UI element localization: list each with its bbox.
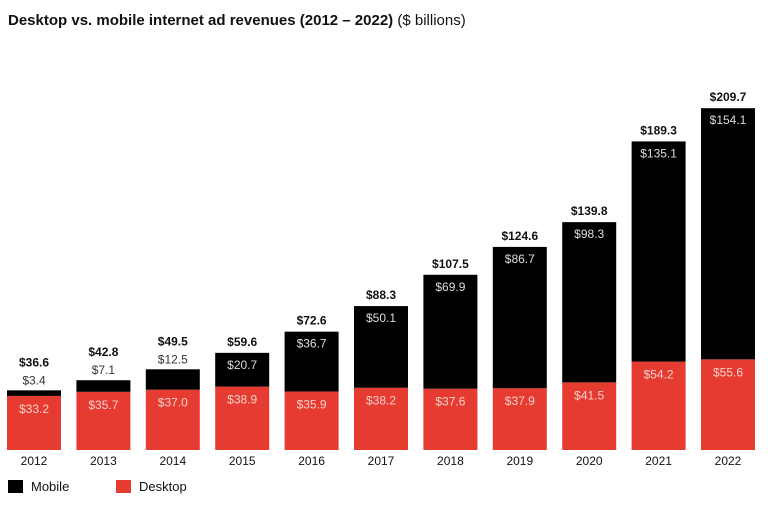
bar-desktop	[631, 361, 686, 450]
legend-desktop: Desktop	[116, 479, 187, 494]
x-tick-label: 2020	[576, 454, 603, 468]
data-label-desktop: $33.2	[19, 402, 49, 416]
bar-mobile	[284, 331, 339, 392]
data-label-mobile: $3.4	[22, 373, 46, 387]
data-label-total: $49.5	[158, 334, 188, 348]
legend-swatch-desktop	[116, 480, 131, 493]
x-tick-label: 2019	[506, 454, 533, 468]
bar-mobile	[215, 352, 270, 387]
data-label-total: $88.3	[366, 288, 396, 302]
data-label-total: $59.6	[227, 335, 257, 349]
data-label-mobile: $20.7	[227, 358, 257, 372]
bar-desktop	[76, 391, 131, 450]
data-label-desktop: $35.9	[297, 397, 327, 411]
bar-mobile	[562, 222, 617, 383]
bar-mobile	[423, 274, 478, 389]
bar-desktop	[7, 395, 61, 450]
bar-mobile	[631, 141, 686, 362]
x-tick-label: 2017	[368, 454, 395, 468]
x-tick-label: 2014	[159, 454, 186, 468]
data-label-total: $72.6	[297, 314, 327, 328]
data-label-mobile: $69.9	[435, 280, 465, 294]
legend-label: Mobile	[31, 479, 70, 494]
data-label-total: $107.5	[432, 257, 469, 271]
bar-mobile	[76, 380, 131, 392]
data-label-mobile: $36.7	[297, 337, 327, 351]
bar-desktop	[284, 391, 339, 450]
data-label-desktop: $35.7	[88, 398, 118, 412]
x-tick-label: 2018	[437, 454, 464, 468]
data-label-mobile: $135.1	[640, 146, 677, 160]
bar-desktop	[423, 388, 478, 450]
data-label-total: $189.3	[640, 123, 677, 137]
x-tick-label: 2016	[298, 454, 325, 468]
bar-desktop	[354, 387, 408, 450]
data-label-mobile: $7.1	[92, 363, 116, 377]
legend-mobile: Mobile	[8, 479, 69, 494]
data-label-total: $209.7	[710, 90, 747, 104]
bar-desktop	[492, 388, 547, 450]
data-label-mobile: $86.7	[505, 252, 535, 266]
data-label-desktop: $37.6	[435, 395, 465, 409]
data-label-total: $124.6	[501, 229, 538, 243]
bar-desktop	[562, 382, 617, 450]
legend-label: Desktop	[139, 479, 187, 494]
x-tick-label: 2021	[645, 454, 672, 468]
bar-desktop	[701, 359, 755, 450]
bar-mobile	[7, 390, 61, 396]
data-label-desktop: $41.5	[574, 388, 604, 402]
bar-desktop	[145, 389, 200, 450]
bar-mobile	[701, 108, 755, 360]
chart-title: Desktop vs. mobile internet ad revenues …	[8, 12, 466, 29]
data-label-desktop: $37.0	[158, 396, 188, 410]
data-label-desktop: $54.2	[644, 368, 674, 382]
data-label-total: $42.8	[88, 345, 118, 359]
data-label-desktop: $38.9	[227, 393, 257, 407]
data-label-desktop: $37.9	[505, 394, 535, 408]
data-label-total: $36.6	[19, 355, 49, 369]
data-label-desktop: $55.6	[713, 365, 743, 379]
data-label-mobile: $98.3	[574, 227, 604, 241]
x-tick-label: 2013	[90, 454, 117, 468]
data-label-mobile: $12.5	[158, 352, 188, 366]
data-label-mobile: $50.1	[366, 311, 396, 325]
x-tick-label: 2015	[229, 454, 256, 468]
legend-swatch-mobile	[8, 480, 23, 493]
bar-mobile	[354, 306, 408, 388]
data-label-total: $139.8	[571, 204, 608, 218]
x-tick-label: 2012	[21, 454, 48, 468]
x-tick-label: 2022	[715, 454, 742, 468]
bar-desktop	[215, 386, 270, 450]
bar-mobile	[145, 369, 200, 390]
data-label-desktop: $38.2	[366, 394, 396, 408]
data-label-mobile: $154.1	[710, 113, 747, 127]
bar-mobile	[492, 246, 547, 389]
